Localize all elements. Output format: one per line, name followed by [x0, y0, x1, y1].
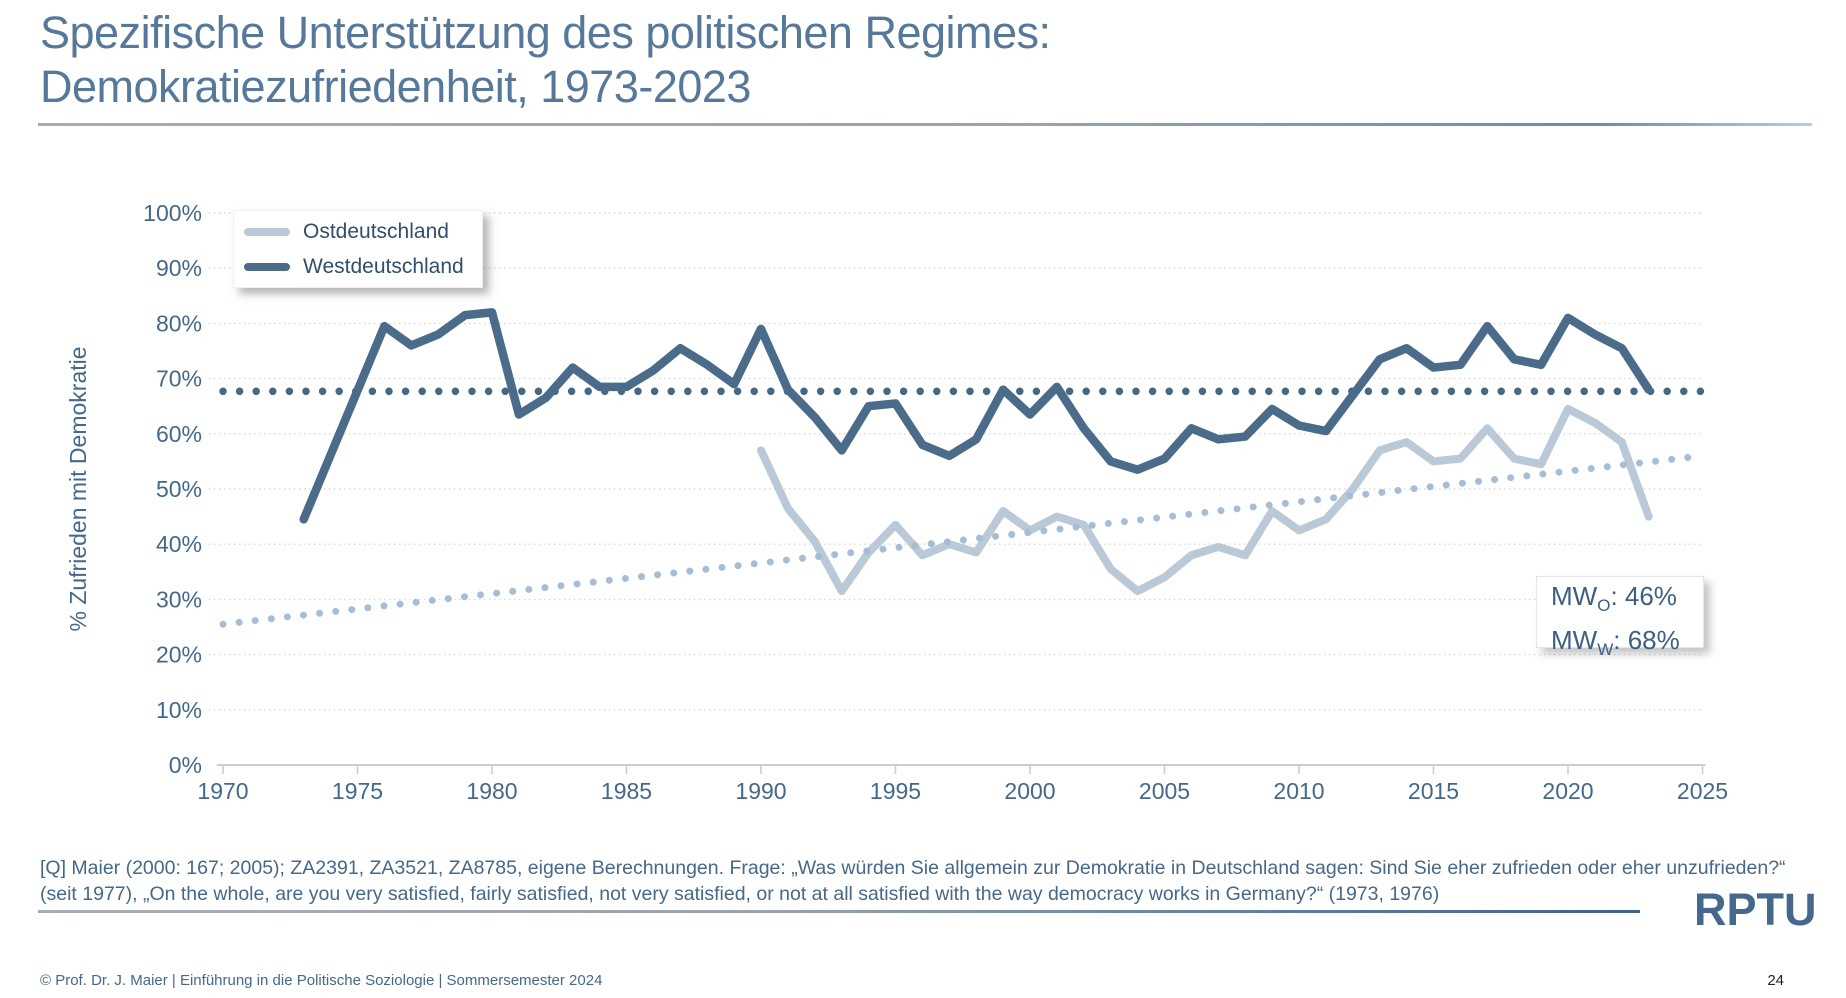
ost-trend-dotted-line: [219, 452, 1706, 628]
y-tick-label: 60%: [156, 421, 202, 447]
y-tick-label: 70%: [156, 366, 202, 392]
slide-title-line2: Demokratiezufriedenheit, 1973-2023: [40, 61, 751, 112]
legend-item-ostdeutschland: Ostdeutschland: [244, 220, 482, 244]
y-tick-label: 0%: [169, 752, 202, 778]
footer-divider: [38, 910, 1640, 913]
y-tick-label: 40%: [156, 531, 202, 557]
ostdeutschland-line: [757, 404, 1653, 596]
x-tick-label: 1970: [197, 778, 248, 804]
x-tick-label: 2005: [1139, 778, 1190, 804]
title-divider: [38, 123, 1812, 126]
ostdeutschland-line-swatch: [244, 227, 290, 236]
x-tick-label: 2015: [1408, 778, 1459, 804]
slide-title-line1: Spezifische Unterstützung des politische…: [40, 7, 1051, 58]
x-tick-label: 2000: [1004, 778, 1055, 804]
x-tick-label: 1975: [332, 778, 383, 804]
source-note-line2: (seit 1977), „On the whole, are you very…: [40, 883, 1440, 905]
x-tick-label: 1995: [870, 778, 921, 804]
source-note: [Q] Maier (2000: 167; 2005); ZA2391, ZA3…: [40, 855, 1840, 907]
legend-item-westdeutschland: Westdeutschland: [244, 255, 482, 279]
y-tick-label: 90%: [156, 255, 202, 281]
x-tick-label: 1985: [601, 778, 652, 804]
legend: Ostdeutschland Westdeutschland: [233, 210, 483, 288]
source-note-line1: [Q] Maier (2000: 167; 2005); ZA2391, ZA3…: [40, 857, 1786, 879]
legend-label: Westdeutschland: [303, 254, 464, 278]
mean-value-box: MWO: 46% MWW: 68%: [1536, 576, 1704, 659]
mean-value-ost: MWO: 46%: [1551, 581, 1677, 616]
y-tick-label: 100%: [143, 200, 202, 226]
x-tick-label: 1990: [735, 778, 786, 804]
y-tick-label: 50%: [156, 476, 202, 502]
x-tick-label: 1980: [466, 778, 517, 804]
rptu-logo: RPTU: [1694, 884, 1817, 935]
y-tick-label: 10%: [156, 697, 202, 723]
x-tick-label: 2025: [1677, 778, 1728, 804]
westdeutschland-line: [299, 308, 1653, 524]
slide-title: Spezifische Unterstützung des politische…: [40, 6, 1051, 114]
x-tick-label: 2010: [1273, 778, 1324, 804]
y-tick-label: 80%: [156, 310, 202, 336]
mean-value-west: MWW: 68%: [1551, 625, 1680, 660]
y-tick-label: 30%: [156, 586, 202, 612]
x-tick-label: 2020: [1542, 778, 1593, 804]
page-number: 24: [1767, 972, 1784, 989]
y-tick-label: 20%: [156, 642, 202, 668]
legend-label: Ostdeutschland: [303, 219, 449, 243]
y-axis-title: % Zufrieden mit Demokratie: [65, 346, 91, 631]
footer-credit: © Prof. Dr. J. Maier | Einführung in die…: [40, 972, 603, 989]
westdeutschland-line-swatch: [244, 262, 290, 271]
